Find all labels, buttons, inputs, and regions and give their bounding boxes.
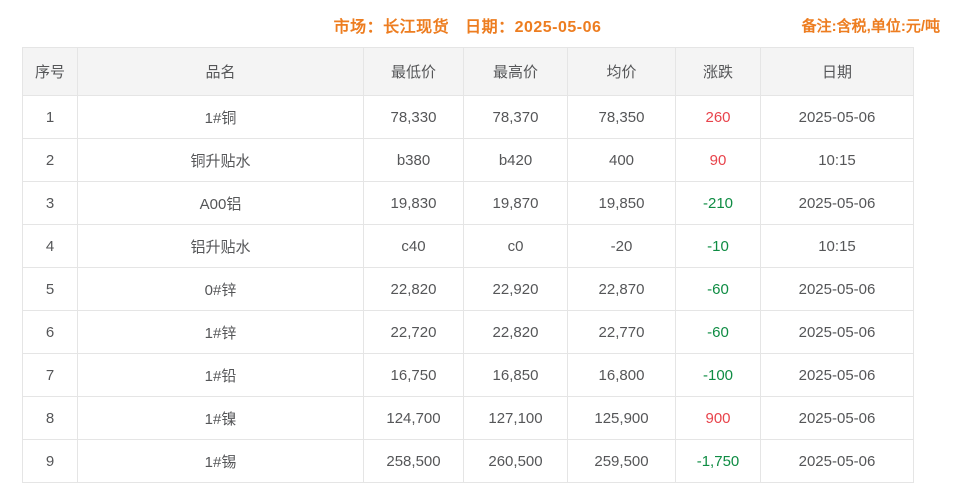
high-price-cell: b420 xyxy=(463,138,568,182)
avg-price-cell: 125,900 xyxy=(567,396,676,440)
row-number-cell: 8 xyxy=(22,396,78,440)
avg-price-cell: 78,350 xyxy=(567,95,676,139)
high-price-cell: c0 xyxy=(463,224,568,268)
market-label: 市场：长江现货 xyxy=(333,19,450,36)
change-value: -1,750 xyxy=(675,439,761,483)
product-name-cell: 1#铜 xyxy=(77,95,364,139)
col-header-no: 序号 xyxy=(22,47,78,96)
low-price-cell: 22,820 xyxy=(363,267,464,311)
note-label: 备注:含税,单位:元/吨 xyxy=(801,18,940,35)
row-number-cell: 2 xyxy=(22,138,78,182)
change-value: -60 xyxy=(675,310,761,354)
low-price-cell: 78,330 xyxy=(363,95,464,139)
header-bar: 市场：长江现货 日期：2025-05-06 备注:含税,单位:元/吨 xyxy=(0,0,957,47)
high-price-cell: 22,920 xyxy=(463,267,568,311)
date-cell: 2025-05-06 xyxy=(760,95,914,139)
change-value: -60 xyxy=(675,267,761,311)
low-price-cell: 19,830 xyxy=(363,181,464,225)
avg-price-cell: 19,850 xyxy=(567,181,676,225)
row-number-cell: 4 xyxy=(22,224,78,268)
product-name-cell: A00铝 xyxy=(77,181,364,225)
product-name-cell: 1#镍 xyxy=(77,396,364,440)
change-value: 90 xyxy=(675,138,761,182)
date-cell: 2025-05-06 xyxy=(760,267,914,311)
table-row: 1 1#铜 78,330 78,370 78,350 260 2025-05-0… xyxy=(22,95,914,139)
table-row: 4 铝升贴水 c40 c0 -20 -10 10:15 xyxy=(22,224,914,268)
date-cell: 2025-05-06 xyxy=(760,396,914,440)
market-date-title: 市场：长江现货 日期：2025-05-06 xyxy=(0,13,935,37)
col-header-low: 最低价 xyxy=(363,47,464,96)
date-cell: 2025-05-06 xyxy=(760,310,914,354)
date-cell: 10:15 xyxy=(760,138,914,182)
table-body: 1 1#铜 78,330 78,370 78,350 260 2025-05-0… xyxy=(22,95,914,483)
low-price-cell: b380 xyxy=(363,138,464,182)
product-name-cell: 铜升贴水 xyxy=(77,138,364,182)
product-name-cell: 1#锡 xyxy=(77,439,364,483)
high-price-cell: 127,100 xyxy=(463,396,568,440)
price-table: 序号 品名 最低价 最高价 均价 涨跌 日期 1 1#铜 78,330 78,3… xyxy=(22,47,914,483)
avg-price-cell: 259,500 xyxy=(567,439,676,483)
row-number-cell: 6 xyxy=(22,310,78,354)
table-row: 5 0#锌 22,820 22,920 22,870 -60 2025-05-0… xyxy=(22,267,914,311)
change-value: -100 xyxy=(675,353,761,397)
row-number-cell: 5 xyxy=(22,267,78,311)
low-price-cell: 124,700 xyxy=(363,396,464,440)
date-cell: 2025-05-06 xyxy=(760,353,914,397)
product-name-cell: 铝升贴水 xyxy=(77,224,364,268)
table-header-row: 序号 品名 最低价 最高价 均价 涨跌 日期 xyxy=(22,47,914,96)
table-row: 8 1#镍 124,700 127,100 125,900 900 2025-0… xyxy=(22,396,914,440)
high-price-cell: 19,870 xyxy=(463,181,568,225)
high-price-cell: 16,850 xyxy=(463,353,568,397)
avg-price-cell: 400 xyxy=(567,138,676,182)
date-label: 日期：2025-05-06 xyxy=(465,19,602,36)
avg-price-cell: 22,770 xyxy=(567,310,676,354)
avg-price-cell: -20 xyxy=(567,224,676,268)
high-price-cell: 260,500 xyxy=(463,439,568,483)
avg-price-cell: 16,800 xyxy=(567,353,676,397)
date-cell: 10:15 xyxy=(760,224,914,268)
high-price-cell: 78,370 xyxy=(463,95,568,139)
col-header-high: 最高价 xyxy=(463,47,568,96)
col-header-date: 日期 xyxy=(760,47,914,96)
low-price-cell: 16,750 xyxy=(363,353,464,397)
product-name-cell: 0#锌 xyxy=(77,267,364,311)
row-number-cell: 1 xyxy=(22,95,78,139)
low-price-cell: c40 xyxy=(363,224,464,268)
row-number-cell: 9 xyxy=(22,439,78,483)
table-row: 7 1#铅 16,750 16,850 16,800 -100 2025-05-… xyxy=(22,353,914,397)
row-number-cell: 7 xyxy=(22,353,78,397)
change-value: -10 xyxy=(675,224,761,268)
table-row: 2 铜升贴水 b380 b420 400 90 10:15 xyxy=(22,138,914,182)
low-price-cell: 258,500 xyxy=(363,439,464,483)
col-header-avg: 均价 xyxy=(567,47,676,96)
high-price-cell: 22,820 xyxy=(463,310,568,354)
date-cell: 2025-05-06 xyxy=(760,181,914,225)
table-row: 6 1#锌 22,720 22,820 22,770 -60 2025-05-0… xyxy=(22,310,914,354)
table-row: 3 A00铝 19,830 19,870 19,850 -210 2025-05… xyxy=(22,181,914,225)
product-name-cell: 1#铅 xyxy=(77,353,364,397)
row-number-cell: 3 xyxy=(22,181,78,225)
col-header-name: 品名 xyxy=(77,47,364,96)
col-header-change: 涨跌 xyxy=(675,47,761,96)
low-price-cell: 22,720 xyxy=(363,310,464,354)
change-value: 900 xyxy=(675,396,761,440)
date-cell: 2025-05-06 xyxy=(760,439,914,483)
change-value: 260 xyxy=(675,95,761,139)
avg-price-cell: 22,870 xyxy=(567,267,676,311)
product-name-cell: 1#锌 xyxy=(77,310,364,354)
change-value: -210 xyxy=(675,181,761,225)
table-row: 9 1#锡 258,500 260,500 259,500 -1,750 202… xyxy=(22,439,914,483)
